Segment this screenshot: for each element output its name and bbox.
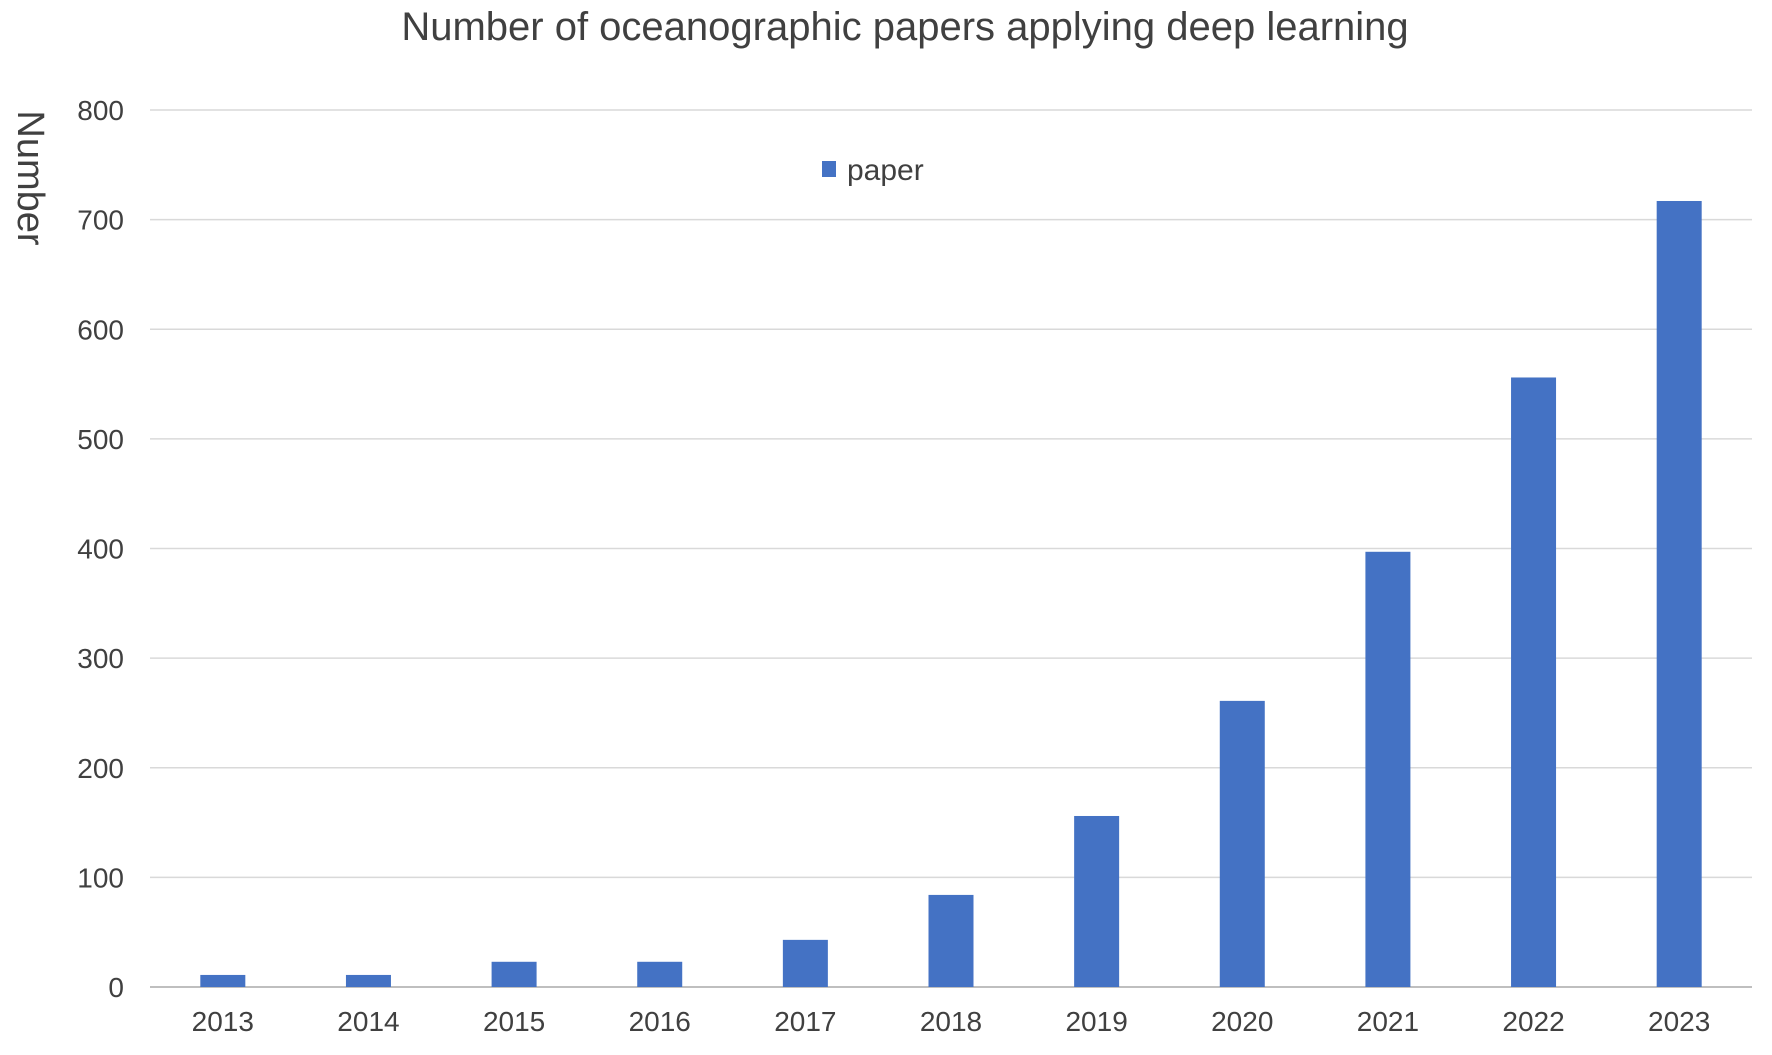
bar-2022	[1511, 377, 1557, 987]
bar-2013	[200, 974, 246, 987]
bars	[200, 200, 1702, 987]
y-axis-ticks: 0 100 200 300 400 500 600 700 800	[77, 95, 124, 1003]
legend-label: paper	[847, 154, 924, 187]
y-tick-label: 700	[77, 205, 124, 236]
bar-2021	[1365, 551, 1411, 987]
y-tick-label: 400	[77, 534, 124, 565]
x-tick-label: 2018	[920, 1006, 982, 1037]
bar-2019	[1074, 815, 1120, 987]
y-tick-label: 800	[77, 95, 124, 126]
x-axis-ticks: 2013 2014 2015 2016 2017 2018 2019 2020 2021 2022…	[192, 1006, 1711, 1037]
x-tick-label: 2020	[1211, 1006, 1273, 1037]
x-tick-label: 2013	[192, 1006, 254, 1037]
bar-2020	[1219, 700, 1265, 987]
legend-swatch	[822, 161, 836, 177]
y-tick-label: 500	[77, 424, 124, 455]
x-tick-label: 2014	[337, 1006, 399, 1037]
legend: paper	[822, 154, 924, 187]
chart-title: Number of oceanographic papers applying …	[401, 5, 1408, 49]
y-tick-label: 300	[77, 643, 124, 674]
bar-2023	[1656, 200, 1702, 987]
x-tick-label: 2022	[1502, 1006, 1564, 1037]
bar-2016	[637, 961, 683, 987]
y-axis-label: Number	[9, 110, 51, 245]
x-tick-label: 2017	[774, 1006, 836, 1037]
gridlines	[150, 109, 1752, 988]
y-tick-label: 200	[77, 753, 124, 784]
y-tick-label: 100	[77, 862, 124, 893]
x-tick-label: 2023	[1648, 1006, 1710, 1037]
bar-2014	[345, 974, 391, 987]
bar-2015	[491, 961, 537, 987]
x-tick-label: 2019	[1065, 1006, 1127, 1037]
y-tick-label: 600	[77, 314, 124, 345]
y-tick-label: 0	[108, 972, 124, 1003]
x-tick-label: 2016	[629, 1006, 691, 1037]
bar-2018	[928, 894, 974, 987]
x-tick-label: 2015	[483, 1006, 545, 1037]
bar-2017	[782, 939, 828, 987]
x-tick-label: 2021	[1357, 1006, 1419, 1037]
